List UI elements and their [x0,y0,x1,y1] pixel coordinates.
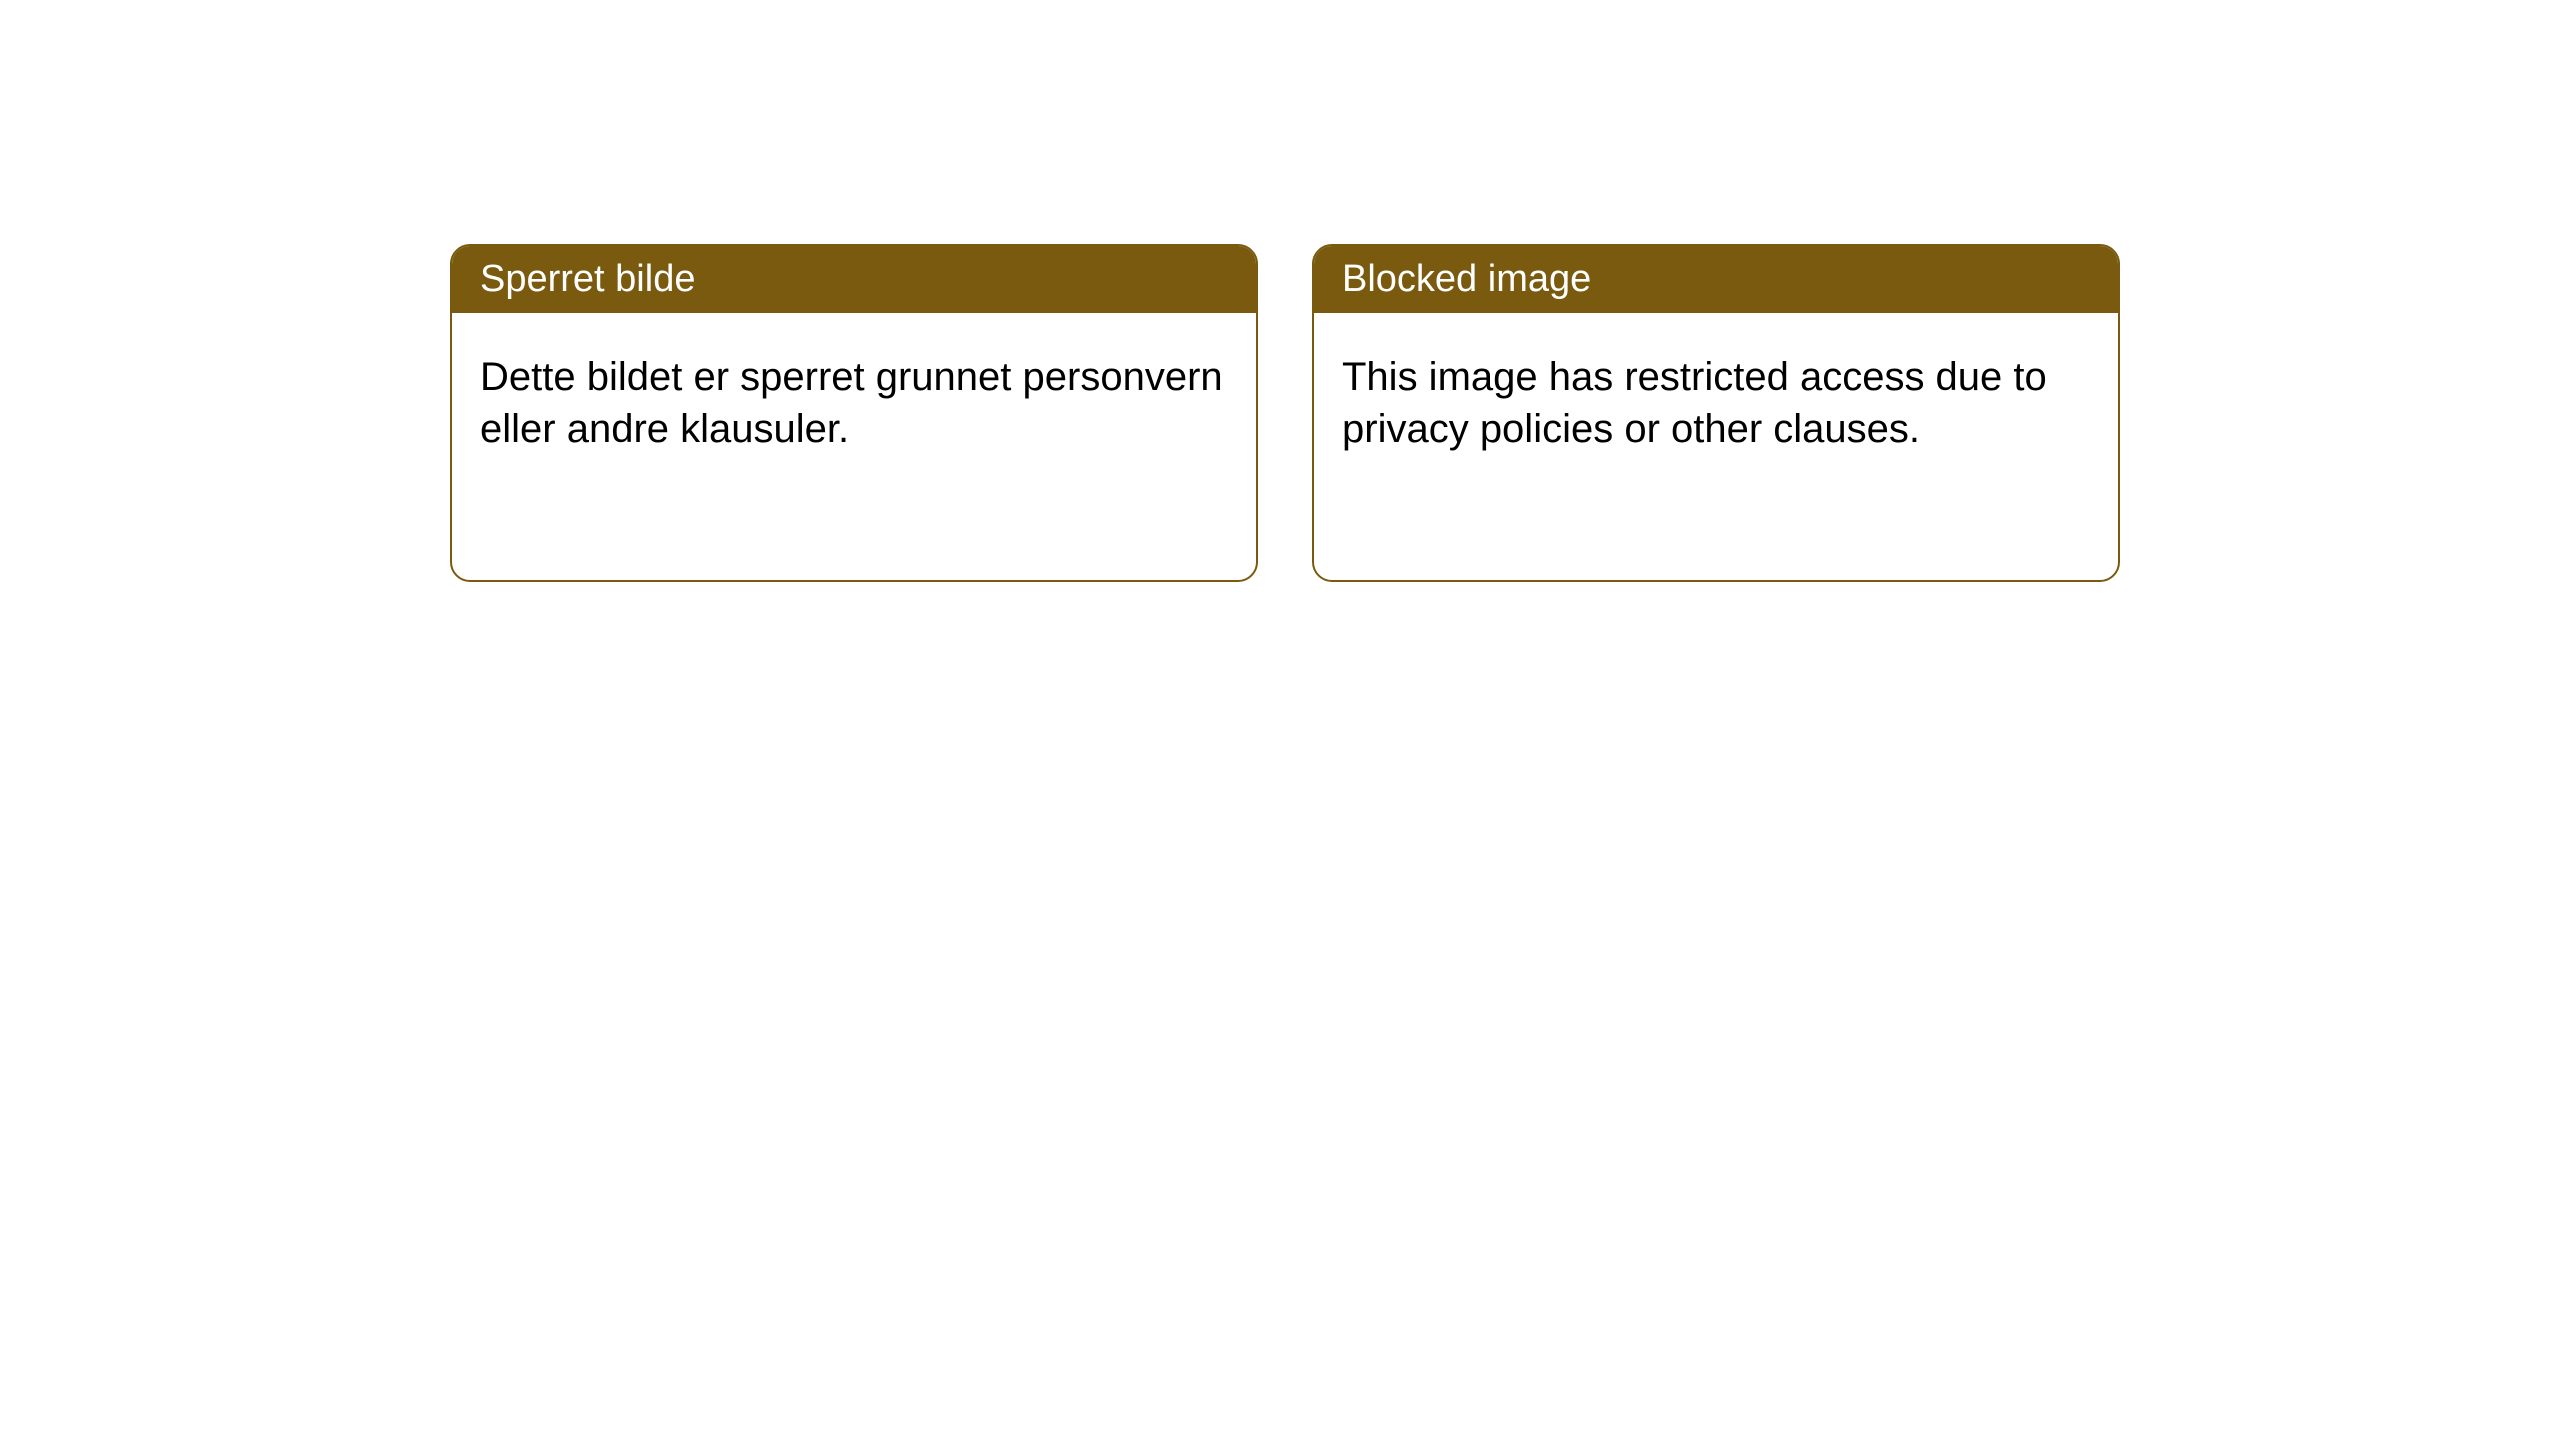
card-title: Blocked image [1342,258,1591,300]
card-header: Sperret bilde [452,246,1256,313]
card-message: Dette bildet er sperret grunnet personve… [480,355,1223,451]
blocked-image-card-en: Blocked image This image has restricted … [1312,244,2120,582]
card-header: Blocked image [1314,246,2118,313]
blocked-image-card-no: Sperret bilde Dette bildet er sperret gr… [450,244,1258,582]
card-body: This image has restricted access due to … [1314,313,2118,493]
card-title: Sperret bilde [480,258,695,300]
cards-container: Sperret bilde Dette bildet er sperret gr… [450,244,2120,582]
card-message: This image has restricted access due to … [1342,355,2047,451]
card-body: Dette bildet er sperret grunnet personve… [452,313,1256,493]
